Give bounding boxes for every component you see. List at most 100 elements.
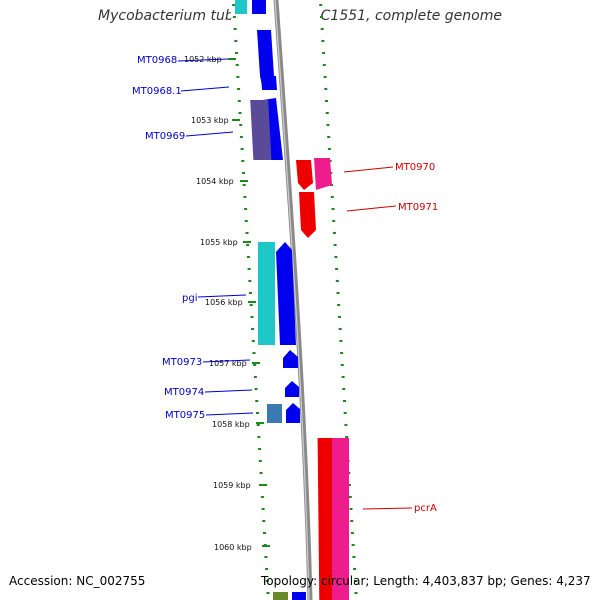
gene-mt0969-purple[interactable] (250, 100, 272, 160)
label-leader (197, 294, 247, 298)
gene-mt0968[interactable] (257, 30, 274, 90)
gene-mt0970-pink[interactable] (314, 158, 332, 190)
ring-dot-right (324, 88, 328, 90)
label-leader (202, 359, 251, 363)
ring-dot-right (323, 76, 327, 78)
ring-dot-left (242, 184, 246, 186)
ring-dot-left (242, 172, 245, 174)
gene-mt0973[interactable] (283, 350, 298, 368)
ring-dot-right (330, 196, 334, 198)
ring-dot-right (349, 508, 353, 510)
ring-dot-right (340, 364, 344, 366)
ring-dot-right (322, 64, 326, 66)
ring-dot-left (237, 88, 241, 90)
ring-dot-left (258, 460, 262, 462)
label-leader (185, 131, 234, 137)
ring-dot-right (335, 268, 339, 270)
label-leader (362, 507, 413, 510)
ring-dot-right (348, 484, 351, 486)
ring-dot-right (352, 556, 356, 558)
gene-pgi[interactable] (276, 242, 296, 345)
gene-label-pgi[interactable]: pgi (182, 293, 197, 304)
gene-label-mt0970[interactable]: MT0970 (395, 162, 435, 173)
label-leader (343, 166, 394, 173)
ring-dot-left (250, 316, 254, 318)
ring-dot-left (253, 364, 257, 366)
scale-label: 1053 kbp (191, 116, 229, 125)
gene-label-mt0968-1[interactable]: MT0968.1 (132, 86, 182, 97)
label-leader (205, 412, 254, 416)
gene-mt0968-1[interactable] (261, 76, 277, 90)
ring-dot-left (239, 136, 243, 138)
ring-dot-right (343, 400, 346, 402)
ring-dot-right (319, 4, 323, 6)
gene-partial-cyan-top[interactable] (235, 0, 247, 14)
ring-dot-right (333, 244, 337, 246)
ring-dot-left (255, 400, 259, 402)
scale-label: 1056 kbp (205, 298, 243, 307)
gene-label-mt0969[interactable]: MT0969 (145, 131, 185, 142)
scale-label: 1060 kbp (214, 543, 252, 552)
ring-dot-left (265, 568, 269, 570)
gene-mt0971[interactable] (299, 192, 316, 238)
gene-mt0970[interactable] (296, 160, 313, 190)
ring-dot-left (259, 472, 263, 474)
gene-mt0974[interactable] (285, 381, 299, 397)
ring-dot-left (241, 160, 245, 162)
gene-partial-blue-bottom[interactable] (292, 592, 306, 600)
gene-pgi-cyan[interactable] (258, 242, 275, 345)
ring-dot-left (256, 424, 260, 426)
gene-partial-olive-bottom[interactable] (273, 592, 288, 600)
gene-partial-blue-top[interactable] (252, 0, 266, 14)
gene-label-pcra[interactable]: pcrA (414, 503, 437, 514)
ring-dot-right (342, 388, 346, 390)
ring-dot-left (243, 196, 247, 198)
scale-label: 1058 kbp (212, 420, 250, 429)
ring-dot-left (239, 124, 243, 126)
gene-pcra-red[interactable] (317, 438, 336, 600)
ring-dot-right (341, 376, 345, 378)
reverse-gene-labels: MT0970 MT0971 pcrA (343, 162, 438, 514)
scale-label: 1055 kbp (200, 238, 238, 247)
ring-dot-left (240, 148, 244, 150)
ring-dot-right (327, 148, 331, 150)
gene-mt0975[interactable] (286, 403, 300, 423)
ring-dot-left (254, 388, 258, 390)
ring-dot-left (233, 28, 237, 30)
gene-label-mt0971[interactable]: MT0971 (398, 202, 438, 213)
ring-dot-right (334, 256, 338, 258)
ring-dot-left (236, 76, 240, 78)
ring-dot-right (343, 412, 347, 414)
gene-label-mt0975[interactable]: MT0975 (165, 410, 205, 421)
ring-dot-right (339, 340, 343, 342)
ring-dot-left (249, 292, 252, 294)
ring-dot-left (266, 592, 270, 594)
gene-mt0975-steel[interactable] (267, 404, 282, 423)
ring-dot-right (322, 52, 326, 54)
ring-dot-left (257, 436, 261, 438)
ring-dot-right (327, 136, 331, 138)
gene-label-mt0973[interactable]: MT0973 (162, 357, 202, 368)
topology-text: Topology: circular; Length: 4,403,837 bp… (261, 574, 591, 588)
ring-dot-left (244, 220, 248, 222)
ring-dot-left (261, 508, 265, 510)
ring-dot-right (340, 352, 344, 354)
gene-label-mt0968[interactable]: MT0968 (137, 55, 177, 66)
gene-label-mt0974[interactable]: MT0974 (164, 387, 204, 398)
ring-dot-right (320, 16, 323, 18)
ring-dot-left (248, 280, 252, 282)
ring-dot-right (331, 208, 335, 210)
ring-dot-left (249, 304, 253, 306)
ring-dot-left (246, 256, 250, 258)
ring-dot-left (245, 232, 249, 234)
ring-dot-left (238, 112, 242, 114)
gene-pcra-pink[interactable] (332, 438, 349, 600)
ring-dot-left (265, 580, 269, 582)
label-leader (180, 86, 230, 92)
scale-label: 1059 kbp (213, 481, 251, 490)
ring-dot-right (336, 292, 340, 294)
ring-dot-right (335, 280, 339, 282)
ring-dot-left (234, 40, 238, 42)
ring-dot-right (351, 544, 355, 546)
